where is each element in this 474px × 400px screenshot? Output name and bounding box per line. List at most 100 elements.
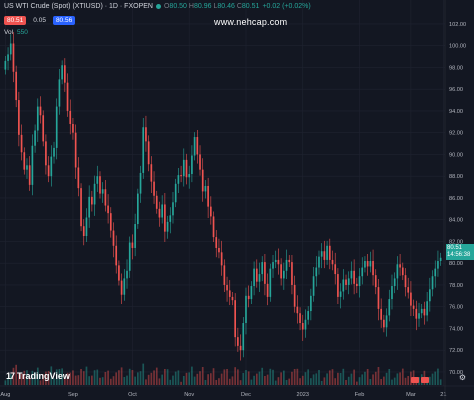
volume-bar [155, 367, 158, 385]
volume-bar [264, 376, 266, 385]
candle-body [388, 299, 391, 316]
high-value: 80.96 [193, 3, 212, 10]
time-axis: Aug Sep Oct Nov Dec 2023 Feb Mar 21 [0, 392, 446, 398]
volume-bar [391, 379, 393, 385]
candle-body [26, 165, 28, 170]
candle-body [126, 270, 128, 279]
candle-body [128, 242, 131, 271]
candle-body [374, 275, 377, 288]
candle-body [239, 345, 242, 351]
bar-countdown: 14:56:38 [447, 252, 471, 258]
candle-body [434, 268, 437, 277]
event-flag-icon[interactable] [411, 377, 419, 383]
candle-body [282, 270, 285, 279]
candle-body [423, 308, 426, 316]
volume-bar [31, 370, 34, 385]
candle-body [228, 290, 231, 297]
volume-bar [88, 376, 91, 385]
candle-body [207, 185, 209, 207]
volume-bar [53, 378, 55, 385]
candle-body [383, 319, 385, 328]
volume-bar [61, 368, 63, 385]
volume-bar [385, 372, 388, 385]
sell-button[interactable]: 80.51 [4, 16, 27, 25]
volume-bar [255, 373, 258, 385]
candle-body [401, 267, 404, 276]
volume-bar [72, 370, 74, 385]
volume-bar [158, 378, 161, 385]
volume-bar [66, 372, 69, 385]
watermark-text: www.nehcap.com [214, 17, 288, 27]
candle-body [315, 267, 318, 277]
candle-body [426, 301, 428, 316]
volume-bar [85, 366, 88, 385]
candle-body [136, 193, 139, 225]
candle-body [212, 216, 215, 238]
candle-body [223, 265, 226, 285]
volume-bar [77, 375, 80, 385]
volume-bar [126, 375, 128, 385]
event-flag-icon[interactable] [421, 377, 429, 383]
candle-body [437, 261, 439, 269]
candle-body [177, 175, 180, 184]
volume-bar [312, 374, 315, 385]
volume-bar [101, 377, 104, 385]
tradingview-wordmark: TradingView [17, 371, 70, 381]
candle-body [18, 100, 20, 135]
volume-bar [245, 370, 247, 385]
candle-body [307, 311, 310, 320]
volume-bar [26, 370, 28, 385]
gear-icon[interactable]: ⚙ [458, 373, 467, 382]
volume-bar [353, 369, 355, 385]
candle-body [380, 308, 383, 320]
y-tick-label: 78.00 [449, 283, 463, 289]
volume-bar [228, 378, 231, 385]
candle-body [226, 284, 228, 291]
candle-body [220, 252, 223, 266]
candle-body [185, 159, 188, 178]
volume-bar [315, 373, 318, 385]
volume-bar [82, 371, 85, 385]
candle-body [74, 132, 77, 168]
volume-bar [193, 376, 196, 385]
candle-body [347, 278, 350, 285]
volume-bars [4, 363, 442, 385]
volume-bar [318, 370, 320, 385]
candle-body [247, 295, 250, 300]
tradingview-logo[interactable]: 17 TradingView [6, 371, 70, 381]
volume-bar [23, 370, 26, 385]
volume-bar [147, 374, 150, 385]
volume-bar [209, 373, 212, 385]
candle-body [82, 226, 85, 237]
candle-body [36, 106, 39, 131]
spread-value: 0.05 [33, 17, 46, 24]
candles [4, 32, 442, 361]
volume-bar [407, 376, 410, 385]
candle-body [431, 276, 434, 290]
volume-bar [269, 368, 272, 385]
volume-bar [172, 375, 174, 385]
candle-body [7, 54, 9, 61]
y-tick-label: 76.00 [449, 305, 463, 311]
volume-bar [334, 378, 337, 385]
candle-body [342, 279, 345, 292]
x-tick-label: Aug [0, 392, 10, 398]
y-tick-label: 86.00 [449, 196, 463, 202]
candle-body [53, 147, 55, 157]
candle-body [88, 196, 91, 218]
candle-body [407, 287, 410, 293]
y-tick-label: 92.00 [449, 131, 463, 137]
symbol-title[interactable]: US WTI Crude (Spot) (XTIUSD) · 1D · FXOP… [4, 3, 153, 10]
volume-bar [215, 380, 218, 385]
volume-bar [431, 373, 434, 385]
volume-bar [115, 372, 118, 385]
low-label: L [213, 3, 218, 10]
volume-bar [223, 369, 226, 385]
candle-body [353, 270, 355, 284]
volume-bar [12, 367, 15, 385]
volume-bar [218, 378, 220, 385]
candle-body [237, 337, 239, 346]
buy-button[interactable]: 80.56 [52, 16, 76, 25]
candle-body [164, 204, 166, 232]
